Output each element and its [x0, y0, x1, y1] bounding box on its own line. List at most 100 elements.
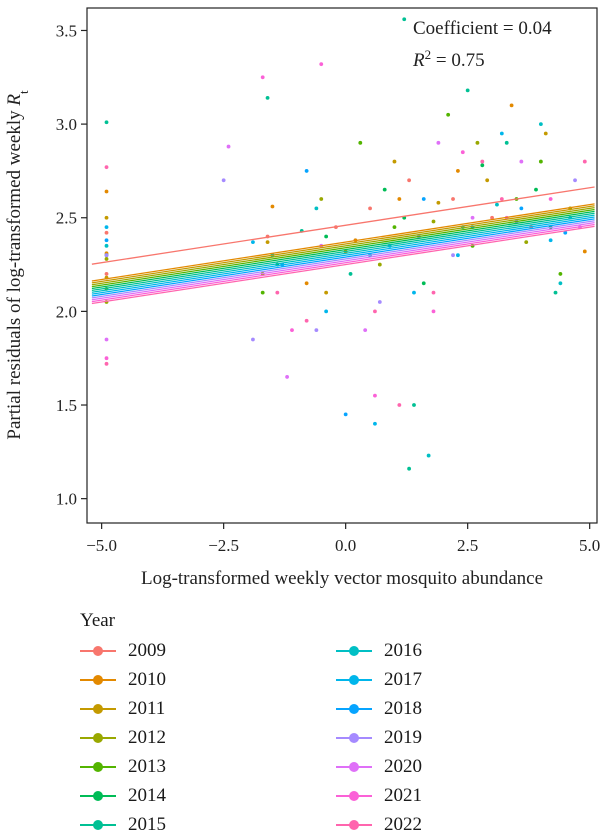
- data-point-2014: [324, 234, 329, 239]
- coefficient-annotation: Coefficient = 0.04: [413, 18, 552, 39]
- data-point-2022: [582, 159, 587, 164]
- regression-line-2021: [91, 223, 595, 303]
- legend-label: 2014: [128, 785, 166, 806]
- data-point-2019: [104, 253, 109, 258]
- data-point-2012: [104, 257, 109, 261]
- data-point-2012: [431, 219, 436, 224]
- legend-item-2019: 2019: [336, 725, 422, 751]
- data-point-2009: [104, 272, 109, 276]
- data-point-2010: [456, 169, 460, 173]
- regression-line-2009: [91, 186, 595, 265]
- legend-label: 2013: [128, 756, 166, 777]
- data-point-2020: [363, 328, 368, 333]
- data-point-2018: [304, 169, 309, 173]
- data-point-2017: [548, 238, 553, 243]
- data-point-2013: [358, 140, 363, 145]
- data-point-2022: [104, 165, 109, 170]
- data-point-2015: [402, 17, 407, 22]
- data-point-2022: [304, 318, 309, 323]
- data-point-2020: [285, 375, 289, 379]
- y-tick-label: 1.5: [56, 396, 77, 415]
- legend-label: 2016: [384, 640, 422, 661]
- legend-key: [80, 638, 116, 664]
- data-point-2016: [538, 122, 543, 127]
- data-point-2018: [104, 238, 109, 243]
- legend-item-2014: 2014: [80, 783, 166, 809]
- legend-key: [336, 812, 372, 838]
- data-point-2020: [519, 159, 524, 164]
- legend-item-2020: 2020: [336, 754, 422, 780]
- data-point-2016: [314, 206, 319, 211]
- legend-key: [336, 638, 372, 664]
- data-point-2021: [460, 150, 465, 155]
- data-point-2017: [251, 240, 255, 244]
- regression-lines-layer: [91, 186, 595, 305]
- data-point-2010: [304, 281, 309, 286]
- data-point-2012: [319, 197, 324, 201]
- data-point-2012: [377, 262, 382, 267]
- data-point-2009: [368, 206, 372, 211]
- data-point-2013: [446, 112, 451, 117]
- ticks-layer: −5.0 −2.5 0.0 2.5 5.0 1.0 1.5 2.0 2.5 3.0 3.5: [56, 21, 600, 555]
- x-tick-label: −2.5: [208, 536, 239, 555]
- legend-key: [336, 783, 372, 809]
- legend-item-2017: 2017: [336, 667, 422, 693]
- legend: Year 2009 2010 2011 2012 2013 2014 2015 2016 201…: [80, 610, 560, 835]
- regression-line-2018: [91, 218, 595, 297]
- legend-key: [336, 725, 372, 751]
- data-point-2013: [538, 159, 543, 164]
- regression-line-2016: [91, 214, 595, 293]
- legend-item-2021: 2021: [336, 783, 422, 809]
- x-axis-title: Log-transformed weekly vector mosquito a…: [141, 568, 543, 589]
- data-point-2011: [436, 200, 441, 205]
- legend-item-2010: 2010: [80, 667, 166, 693]
- chart: −5.0 −2.5 0.0 2.5 5.0 1.0 1.5 2.0 2.5 3.0 3.5 Coef…: [4, 7, 600, 589]
- y-tick-label: 2.0: [56, 302, 77, 321]
- y-tick-label: 2.5: [56, 209, 77, 228]
- data-point-2021: [373, 393, 377, 398]
- regression-line-2014: [91, 210, 595, 290]
- data-point-2016: [558, 281, 563, 286]
- legend-label: 2010: [128, 669, 166, 690]
- regression-line-2010: [91, 203, 595, 282]
- legend-label: 2019: [384, 727, 422, 748]
- y-axis-title: Partial residuals of log-transformed wee…: [4, 90, 31, 440]
- data-point-2014: [534, 187, 538, 192]
- data-point-2011: [392, 159, 397, 164]
- data-point-2022: [480, 159, 485, 164]
- regression-line-2015: [91, 212, 595, 292]
- data-point-2020: [436, 140, 441, 145]
- regression-line-2022: [91, 225, 595, 305]
- data-point-2015: [265, 95, 270, 100]
- data-point-2022: [397, 403, 402, 407]
- data-point-2015: [504, 140, 509, 145]
- data-point-2019: [451, 253, 455, 258]
- legend-key: [80, 812, 116, 838]
- data-point-2015: [412, 403, 416, 407]
- data-point-2011: [485, 178, 490, 183]
- data-point-2010: [270, 204, 275, 209]
- data-point-2019: [314, 328, 319, 333]
- data-point-2017: [456, 253, 460, 258]
- plot-frame: [86, 7, 598, 524]
- data-point-2019: [377, 300, 382, 304]
- data-point-2009: [407, 178, 412, 183]
- data-point-2010: [104, 189, 109, 194]
- data-point-2011: [543, 131, 548, 136]
- data-point-2017: [499, 131, 504, 136]
- data-point-2013: [558, 272, 563, 276]
- x-tick-label: 2.5: [457, 536, 478, 555]
- legend-key: [336, 696, 372, 722]
- x-tick-label: 5.0: [579, 536, 600, 555]
- legend-item-2011: 2011: [80, 696, 165, 722]
- legend-item-2015: 2015: [80, 812, 166, 838]
- data-point-2010: [397, 197, 402, 201]
- data-point-2018: [343, 412, 348, 417]
- data-point-2016: [104, 243, 109, 248]
- legend-item-2009: 2009: [80, 638, 166, 664]
- legend-key: [80, 725, 116, 751]
- legend-key: [80, 667, 116, 693]
- data-point-2012: [524, 240, 529, 244]
- legend-label: 2012: [128, 727, 166, 748]
- data-point-2017: [324, 309, 329, 314]
